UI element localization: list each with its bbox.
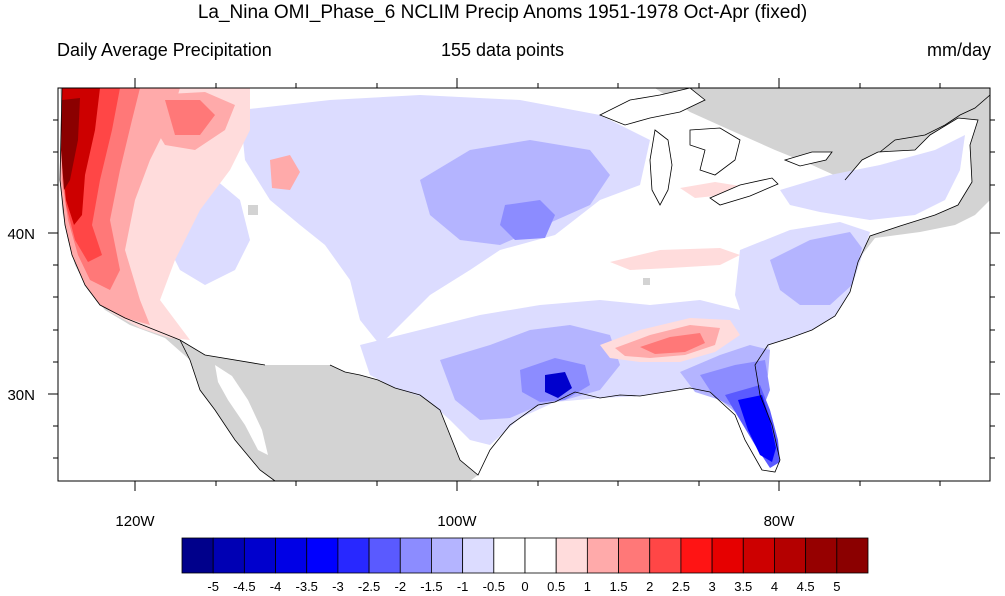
missing-spot: [248, 205, 258, 215]
lon-label-120w: 120W: [115, 513, 155, 530]
colorbar-label: -4.5: [233, 579, 255, 594]
colorbar-swatch: [805, 537, 838, 574]
us-outline: [59, 88, 979, 476]
colorbar-label: 1.5: [610, 579, 628, 594]
colorbar-label: -1.5: [420, 579, 442, 594]
anom-med-neg-midatlantic: [770, 232, 862, 305]
anom-med-neg-plains: [420, 140, 610, 245]
colorbar-swatch: [212, 537, 245, 574]
colorbar: -5 -4.5 -4 -3.5 -3 -2.5 -2 -1.5 -1 -0.5 0 0.5 1 1.5 2 2…: [181, 537, 869, 594]
colorbar-swatch: [524, 537, 557, 574]
anom-pos-wyoming: [270, 155, 300, 190]
colorbar-label: 3: [708, 579, 715, 594]
x-ticks: [134, 78, 941, 491]
anom-pos-southeast-core: [640, 333, 705, 354]
variable-label: Daily Average Precipitation: [57, 40, 272, 60]
lon-label-100w: 100W: [437, 513, 477, 530]
colorbar-swatch: [618, 537, 651, 574]
colorbar-label: 2.5: [672, 579, 690, 594]
colorbar-swatch: [774, 537, 807, 574]
anom-neg-louisiana-core: [545, 372, 572, 398]
colorbar-swatch: [275, 537, 308, 574]
canada-coast: [879, 94, 990, 153]
colorbar-label: 4.5: [797, 579, 815, 594]
units-label: mm/day: [926, 40, 991, 60]
anom-light-neg-ne: [780, 135, 965, 220]
missing-spot: [643, 278, 650, 285]
colorbar-label: -4: [270, 579, 282, 594]
colorbar-label: 5: [833, 579, 840, 594]
anom-pos-pacnw-max: [61, 98, 80, 190]
colorbar-label: -2.5: [358, 579, 380, 594]
colorbar-swatch: [680, 537, 713, 574]
colorbar-swatch: [742, 537, 775, 574]
colorbar-label: -1: [457, 579, 469, 594]
gulf-atlantic: [470, 200, 990, 481]
colorbar-label: -5: [207, 579, 219, 594]
colorbar-label: 1: [584, 579, 591, 594]
map-title: La_Nina OMI_Phase_6 NCLIM Precip Anoms 1…: [197, 2, 808, 23]
colorbar-swatch: [306, 537, 339, 574]
colorbar-swatch: [368, 537, 401, 574]
colorbar-label: 0.5: [547, 579, 565, 594]
lake-michigan: [649, 129, 673, 206]
lon-label-80w: 80W: [764, 513, 796, 530]
baja-coast: [179, 339, 276, 481]
colorbar-swatch: [493, 537, 526, 574]
colorbar-swatch: [555, 537, 588, 574]
y-ticks: [48, 119, 1000, 459]
colorbar-swatch: [337, 537, 370, 574]
colorbar-swatch: [399, 537, 432, 574]
map-panel: [58, 88, 990, 481]
colorbar-swatch: [462, 537, 495, 574]
lake-erie: [709, 177, 779, 206]
lake-huron: [689, 127, 741, 176]
colorbar-label: -3: [332, 579, 344, 594]
colorbar-label: -3.5: [296, 579, 318, 594]
colorbar-swatch: [711, 537, 744, 574]
colorbar-label: 3.5: [734, 579, 752, 594]
pacific-ocean: [58, 88, 275, 481]
colorbar-swatch: [836, 537, 869, 574]
colorbar-label: 4: [771, 579, 778, 594]
anom-light-pos-ohio: [610, 248, 740, 270]
data-points-label: 155 data points: [440, 40, 565, 60]
lat-label-30n: 30N: [7, 387, 35, 404]
gulf-of-california: [215, 365, 268, 455]
anom-pos-idaho-core: [165, 100, 215, 135]
colorbar-label: -0.5: [483, 579, 505, 594]
colorbar-swatch: [649, 537, 682, 574]
colorbar-swatch: [181, 537, 214, 574]
anomaly-contours: [60, 88, 965, 468]
colorbar-label: 0: [521, 579, 528, 594]
lake-superior: [599, 88, 706, 126]
lat-label-40n: 40N: [7, 226, 35, 243]
colorbar-label: 2: [646, 579, 653, 594]
colorbar-swatch: [586, 537, 619, 574]
colorbar-swatch: [431, 537, 464, 574]
map-frame: [57, 87, 991, 482]
lake-ontario: [783, 151, 833, 167]
colorbar-swatch: [243, 537, 276, 574]
colorbar-label: -2: [394, 579, 406, 594]
anom-dark-neg-kansas: [500, 200, 555, 240]
